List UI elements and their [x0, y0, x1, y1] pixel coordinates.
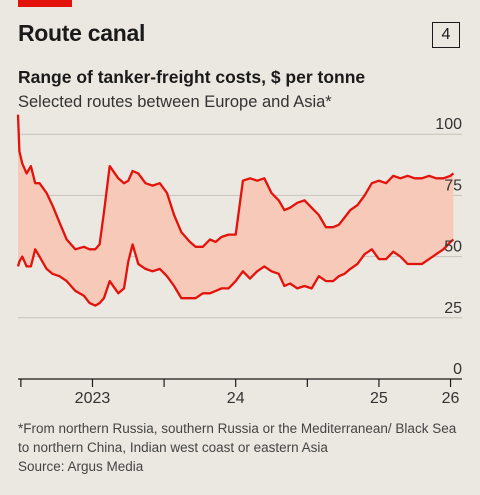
chart-description: Selected routes between Europe and Asia*: [18, 93, 332, 111]
series-line-low: [16, 238, 455, 307]
brand-tag: [18, 0, 72, 7]
range-lines: [16, 114, 455, 307]
source-note: Source: Argus Media: [18, 459, 144, 474]
x-tick-label-6: 26: [442, 390, 460, 407]
freight-range-chart: 0 25 50 75 100 2023 24 25 26: [16, 114, 462, 407]
x-tick-label-5: 25: [370, 390, 388, 407]
x-tick-label-1: 2023: [75, 390, 111, 407]
range-band: [18, 114, 454, 306]
x-axis: [18, 378, 462, 387]
y-tick-label-100: 100: [435, 116, 462, 133]
y-tick-label-75: 75: [444, 177, 462, 194]
x-tick-label-3: 24: [227, 390, 245, 407]
y-tick-label-0: 0: [453, 361, 462, 378]
series-line-high: [16, 114, 455, 251]
y-tick-label-50: 50: [444, 239, 462, 256]
footnote: *From northern Russia, southern Russia o…: [18, 421, 457, 455]
range-area: [18, 114, 454, 306]
chart-title: Route canal: [18, 20, 146, 46]
y-tick-label-25: 25: [444, 300, 462, 317]
axis-labels: 0 25 50 75 100 2023 24 25 26: [75, 116, 462, 407]
chart-subtitle: Range of tanker-freight costs, $ per ton…: [18, 67, 366, 87]
panel-number: 4: [432, 22, 460, 48]
